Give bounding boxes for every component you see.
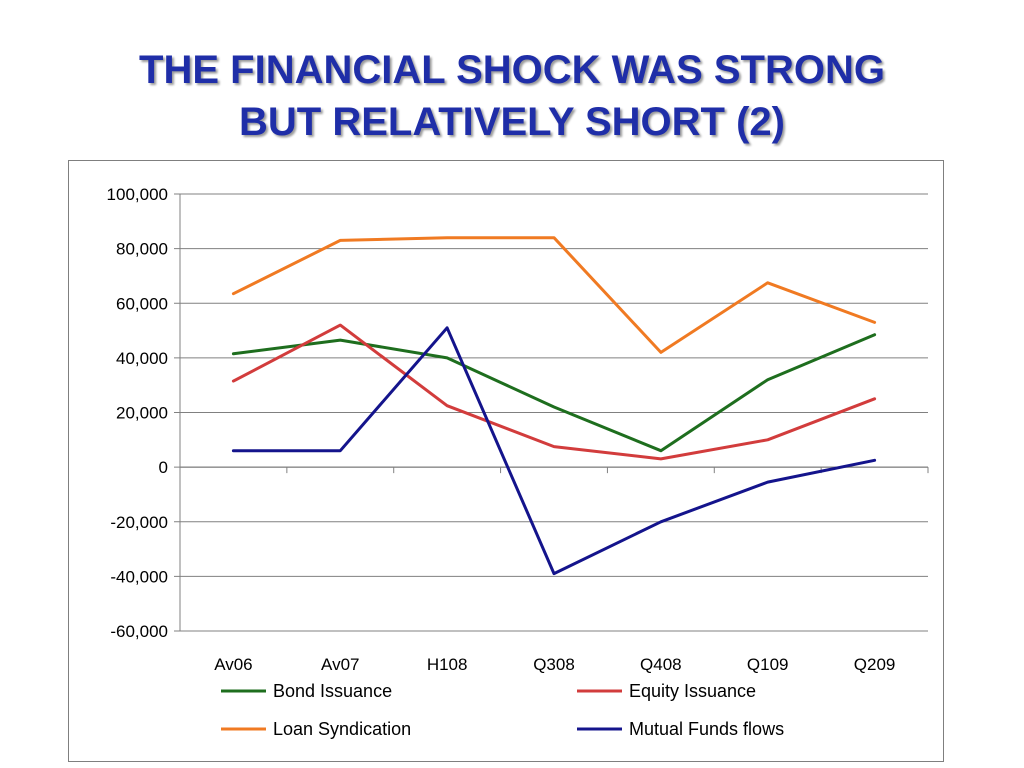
line-chart: 100,000 80,000 60,000 40,000 20,000 0 -20,000 -… [107, 185, 929, 739]
slide-title-line-2: BUT RELATIVELY SHORT (2) [239, 100, 785, 144]
data-point [873, 397, 877, 401]
data-point [766, 480, 770, 484]
data-point [766, 281, 770, 285]
data-point [445, 326, 449, 330]
slide-title: THE FINANCIAL SHOCK WAS STRONG BUT RELAT… [0, 44, 1024, 148]
data-point [659, 520, 663, 524]
data-point [766, 438, 770, 442]
y-tick-label: -40,000 [110, 567, 168, 586]
data-point [552, 405, 556, 409]
x-tick-label: Q408 [640, 655, 682, 674]
x-tick-label: Av07 [321, 655, 359, 674]
legend-label: Equity Issuance [629, 681, 756, 701]
data-point [659, 457, 663, 461]
chart-frame: 100,000 80,000 60,000 40,000 20,000 0 -20,000 -… [68, 160, 944, 762]
legend-label: Mutual Funds flows [629, 719, 784, 739]
series-lines [231, 236, 877, 576]
x-tick-label: Q308 [533, 655, 575, 674]
x-tick-label: Q209 [854, 655, 896, 674]
data-point [231, 292, 235, 296]
data-point [766, 378, 770, 382]
data-point [873, 333, 877, 337]
series-line-loan-syndication [231, 236, 877, 354]
data-point [445, 404, 449, 408]
y-tick-label: 80,000 [116, 240, 168, 259]
gridlines [180, 193, 928, 632]
series-line-mutual-funds-flows [231, 326, 877, 576]
data-point [659, 449, 663, 453]
y-tick-label: -20,000 [110, 513, 168, 532]
y-tick-label: 100,000 [107, 185, 168, 204]
slide-title-line-1: THE FINANCIAL SHOCK WAS STRONG [139, 48, 885, 92]
data-point [873, 458, 877, 462]
x-tick-label: H108 [427, 655, 468, 674]
y-axis-ticks: 100,000 80,000 60,000 40,000 20,000 0 -20,000 -… [107, 185, 180, 641]
legend-label: Bond Issuance [273, 681, 392, 701]
y-tick-label: 0 [159, 458, 168, 477]
data-point [231, 449, 235, 453]
data-point [231, 379, 235, 383]
data-point [231, 352, 235, 356]
data-point [338, 338, 342, 342]
data-point [338, 323, 342, 327]
data-point [552, 236, 556, 240]
data-point [445, 356, 449, 360]
data-point [338, 238, 342, 242]
y-tick-label: 60,000 [116, 294, 168, 313]
y-tick-label: 20,000 [116, 404, 168, 423]
x-tick-label: Av06 [214, 655, 252, 674]
y-tick-label: 40,000 [116, 349, 168, 368]
series-line-bond-issuance [231, 333, 877, 453]
series-line-equity-issuance [231, 323, 877, 461]
legend-label: Loan Syndication [273, 719, 411, 739]
data-point [659, 350, 663, 354]
x-tick-label: Q109 [747, 655, 789, 674]
legend: Bond Issuance Equity Issuance Loan Syndica… [221, 681, 784, 739]
data-point [552, 572, 556, 576]
data-point [552, 445, 556, 449]
data-point [445, 236, 449, 240]
x-axis-ticks: Av06 Av07 H108 Q308 Q408 Q109 Q209 [214, 655, 895, 674]
data-point [338, 449, 342, 453]
data-point [873, 320, 877, 324]
axes [179, 194, 929, 631]
y-tick-label: -60,000 [110, 622, 168, 641]
